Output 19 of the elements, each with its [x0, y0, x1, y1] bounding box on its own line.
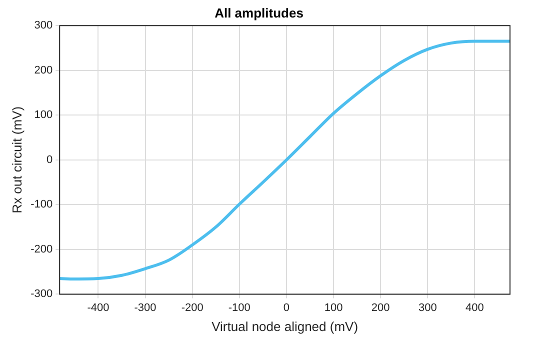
- x-tick-label: 200: [371, 302, 390, 314]
- x-tick-label: 300: [418, 302, 437, 314]
- y-axis-title: Rx out circuit (mV): [9, 106, 24, 214]
- x-tick-label: 400: [466, 302, 484, 314]
- x-axis-title: Virtual node aligned (mV): [212, 318, 358, 334]
- y-tick-label: -100: [30, 198, 53, 211]
- x-tick-label: -400: [87, 302, 110, 314]
- y-tick-label: -200: [30, 243, 53, 256]
- x-tick-label: -300: [134, 302, 156, 314]
- x-tick-label: -200: [181, 302, 204, 314]
- x-tick-label: -100: [228, 302, 250, 314]
- y-tick-label: 0: [46, 154, 53, 166]
- y-tick-label: 300: [34, 20, 53, 32]
- x-tick-label: 100: [324, 302, 343, 314]
- y-tick-label: 100: [34, 109, 53, 122]
- y-tick-label: 200: [34, 64, 53, 76]
- y-tick-label: -300: [30, 288, 53, 300]
- x-tick-label: 0: [283, 302, 290, 314]
- chart-title: All amplitudes: [214, 5, 304, 20]
